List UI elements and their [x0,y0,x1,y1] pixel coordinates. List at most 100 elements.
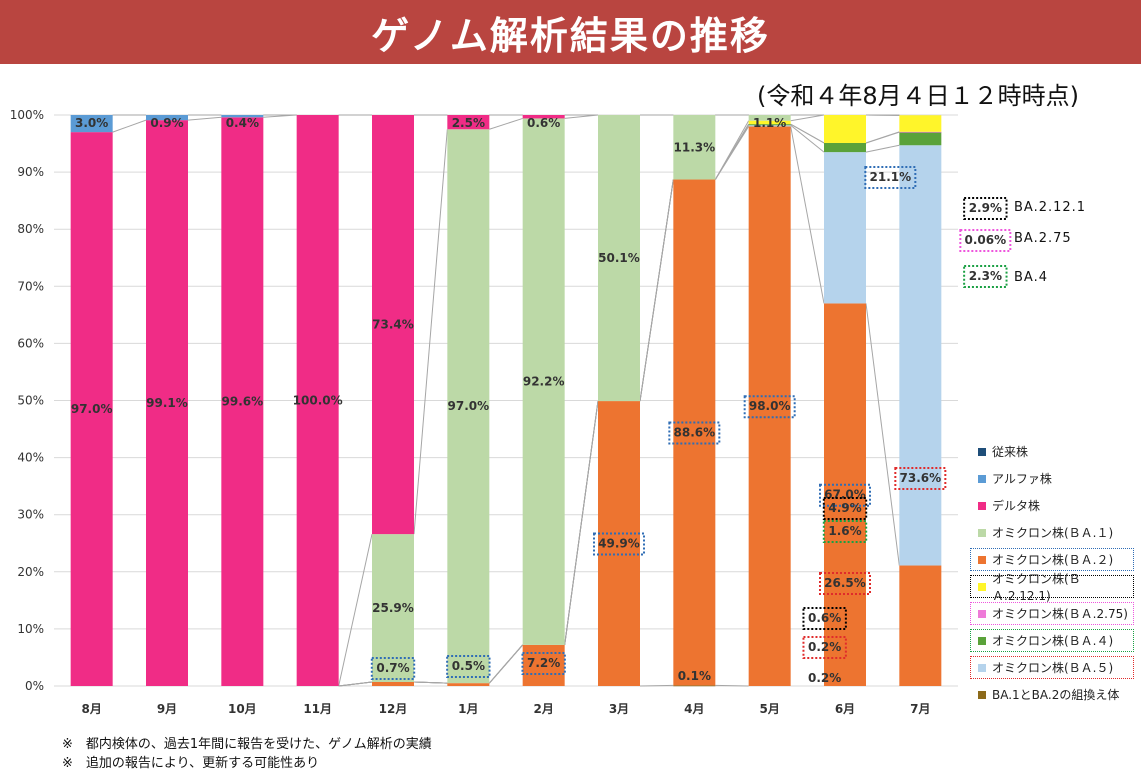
legend-highlight-box [970,575,1134,598]
bar-segment [522,644,565,686]
bar-segment [221,115,264,118]
legend-swatch [978,690,986,699]
y-tick-label: 50% [17,394,44,408]
label-highlight-box [819,572,871,595]
bar-segment [748,124,791,126]
series-connector-line [639,179,674,402]
bar-segment [899,565,942,686]
x-tick-label: 10月 [228,702,257,716]
label-highlight-box [822,520,868,543]
bar-segment [824,152,866,304]
series-connector-line [489,117,523,130]
data-label: 98.0% [749,399,791,413]
data-label: 26.5% [824,576,866,590]
series-connector-line [338,681,373,687]
data-label: 100.0% [293,394,343,408]
label-highlight-box [819,483,871,507]
data-label: 0.2% [808,671,841,685]
legend-item: オミクロン株(ＢＡ.2.75) [968,600,1138,627]
data-label: 25.9% [372,601,414,615]
bar-segment [522,118,565,645]
y-tick-label: 80% [17,222,44,236]
legend-swatch [978,663,986,672]
bar-segment [70,115,113,133]
bar-segment [673,179,716,686]
label-highlight-box [521,652,566,675]
y-tick-label: 20% [17,565,44,579]
data-label: 0.6% [808,611,841,625]
series-connector-line [338,534,373,687]
series-connector-line [488,644,524,684]
legend-label: オミクロン株(ＢＡ.2.75) [992,607,1128,621]
data-label: 2.5% [452,116,485,130]
legend-label: 従来株 [992,445,1029,459]
title-banner: ゲノム解析結果の推移 [0,0,1141,64]
legend-highlight-box [970,656,1134,679]
data-label: 99.6% [222,395,264,409]
footnote-2: ※ 追加の報告により、更新する可能性あり [62,756,320,771]
data-label: 7.2% [527,656,560,670]
bar-segment [447,683,490,686]
label-highlight-box [864,166,917,189]
data-label: 97.0% [71,402,113,416]
label-highlight-box [894,467,947,490]
label-highlight-box [743,395,796,419]
footnotes: ※ 都内検体の、過去1年間に報告を受けた、ゲノム解析の実績 ※ 追加の報告により… [62,735,432,773]
bar-segment [372,115,414,535]
x-tick-label: 8月 [81,702,101,716]
legend-item: 従来株 [968,438,1138,465]
bar-segment [748,126,791,687]
label-highlight-box [963,265,1008,288]
x-tick-label: 2月 [533,702,553,716]
label-highlight-box [802,636,847,659]
series-connector-line [790,123,825,144]
footnote-1: ※ 都内検体の、過去1年間に報告を受けた、ゲノム解析の実績 [62,737,432,752]
legend-highlight-box [970,629,1134,652]
series-connector-line [413,129,448,535]
legend-highlight-box [970,548,1134,571]
x-tick-label: 11月 [303,702,332,716]
data-label: 97.0% [448,399,490,413]
data-label: 50.1% [598,251,640,265]
legend-item: オミクロン株(ＢＡ.１) [968,519,1138,546]
label-highlight-box [446,655,491,678]
label-highlight-box [668,421,721,445]
bar-segment [70,132,113,686]
legend-swatch [978,636,986,645]
data-label: 21.1% [870,170,912,184]
legend-label: オミクロン株(ＢＡ.５) [992,661,1114,675]
y-tick-label: 90% [17,165,44,179]
side-label: BA.2.12.1 [1014,200,1087,215]
series-connector-line [112,119,147,133]
bar-segment [522,115,565,119]
data-label: 49.9% [598,537,640,551]
data-label: 0.9% [150,116,183,130]
as-of-date: (令和４年8月４日１２時時点) [757,82,1079,110]
legend-item: オミクロン株(ＢＡ.2.12.1) [968,572,1138,603]
y-tick-label: 10% [17,622,44,636]
bar-segment [372,682,414,686]
series-connector-line [564,114,599,119]
series-connector-line [865,144,900,153]
bar-segment [673,115,716,180]
legend-swatch [978,555,986,564]
legend-swatch [978,447,986,456]
legend-swatch [978,474,986,483]
bar-segment [899,132,942,146]
series-connector-line [639,684,674,687]
data-label: 92.2% [523,375,565,389]
data-label: 11.3% [674,140,716,154]
legend-swatch [978,528,986,537]
data-label: 2.3% [969,269,1002,283]
series-connector-line [790,126,825,304]
data-label: 0.5% [452,659,485,673]
bar-segment [748,120,791,125]
series-connector-line [564,401,599,645]
bar-segment [221,117,264,686]
data-label: 0.7% [376,661,409,675]
label-highlight-box [802,607,847,630]
legend-label: オミクロン株(ＢＡ.１) [992,526,1114,540]
data-label: 2.9% [969,201,1002,215]
bar-segment [899,131,942,133]
